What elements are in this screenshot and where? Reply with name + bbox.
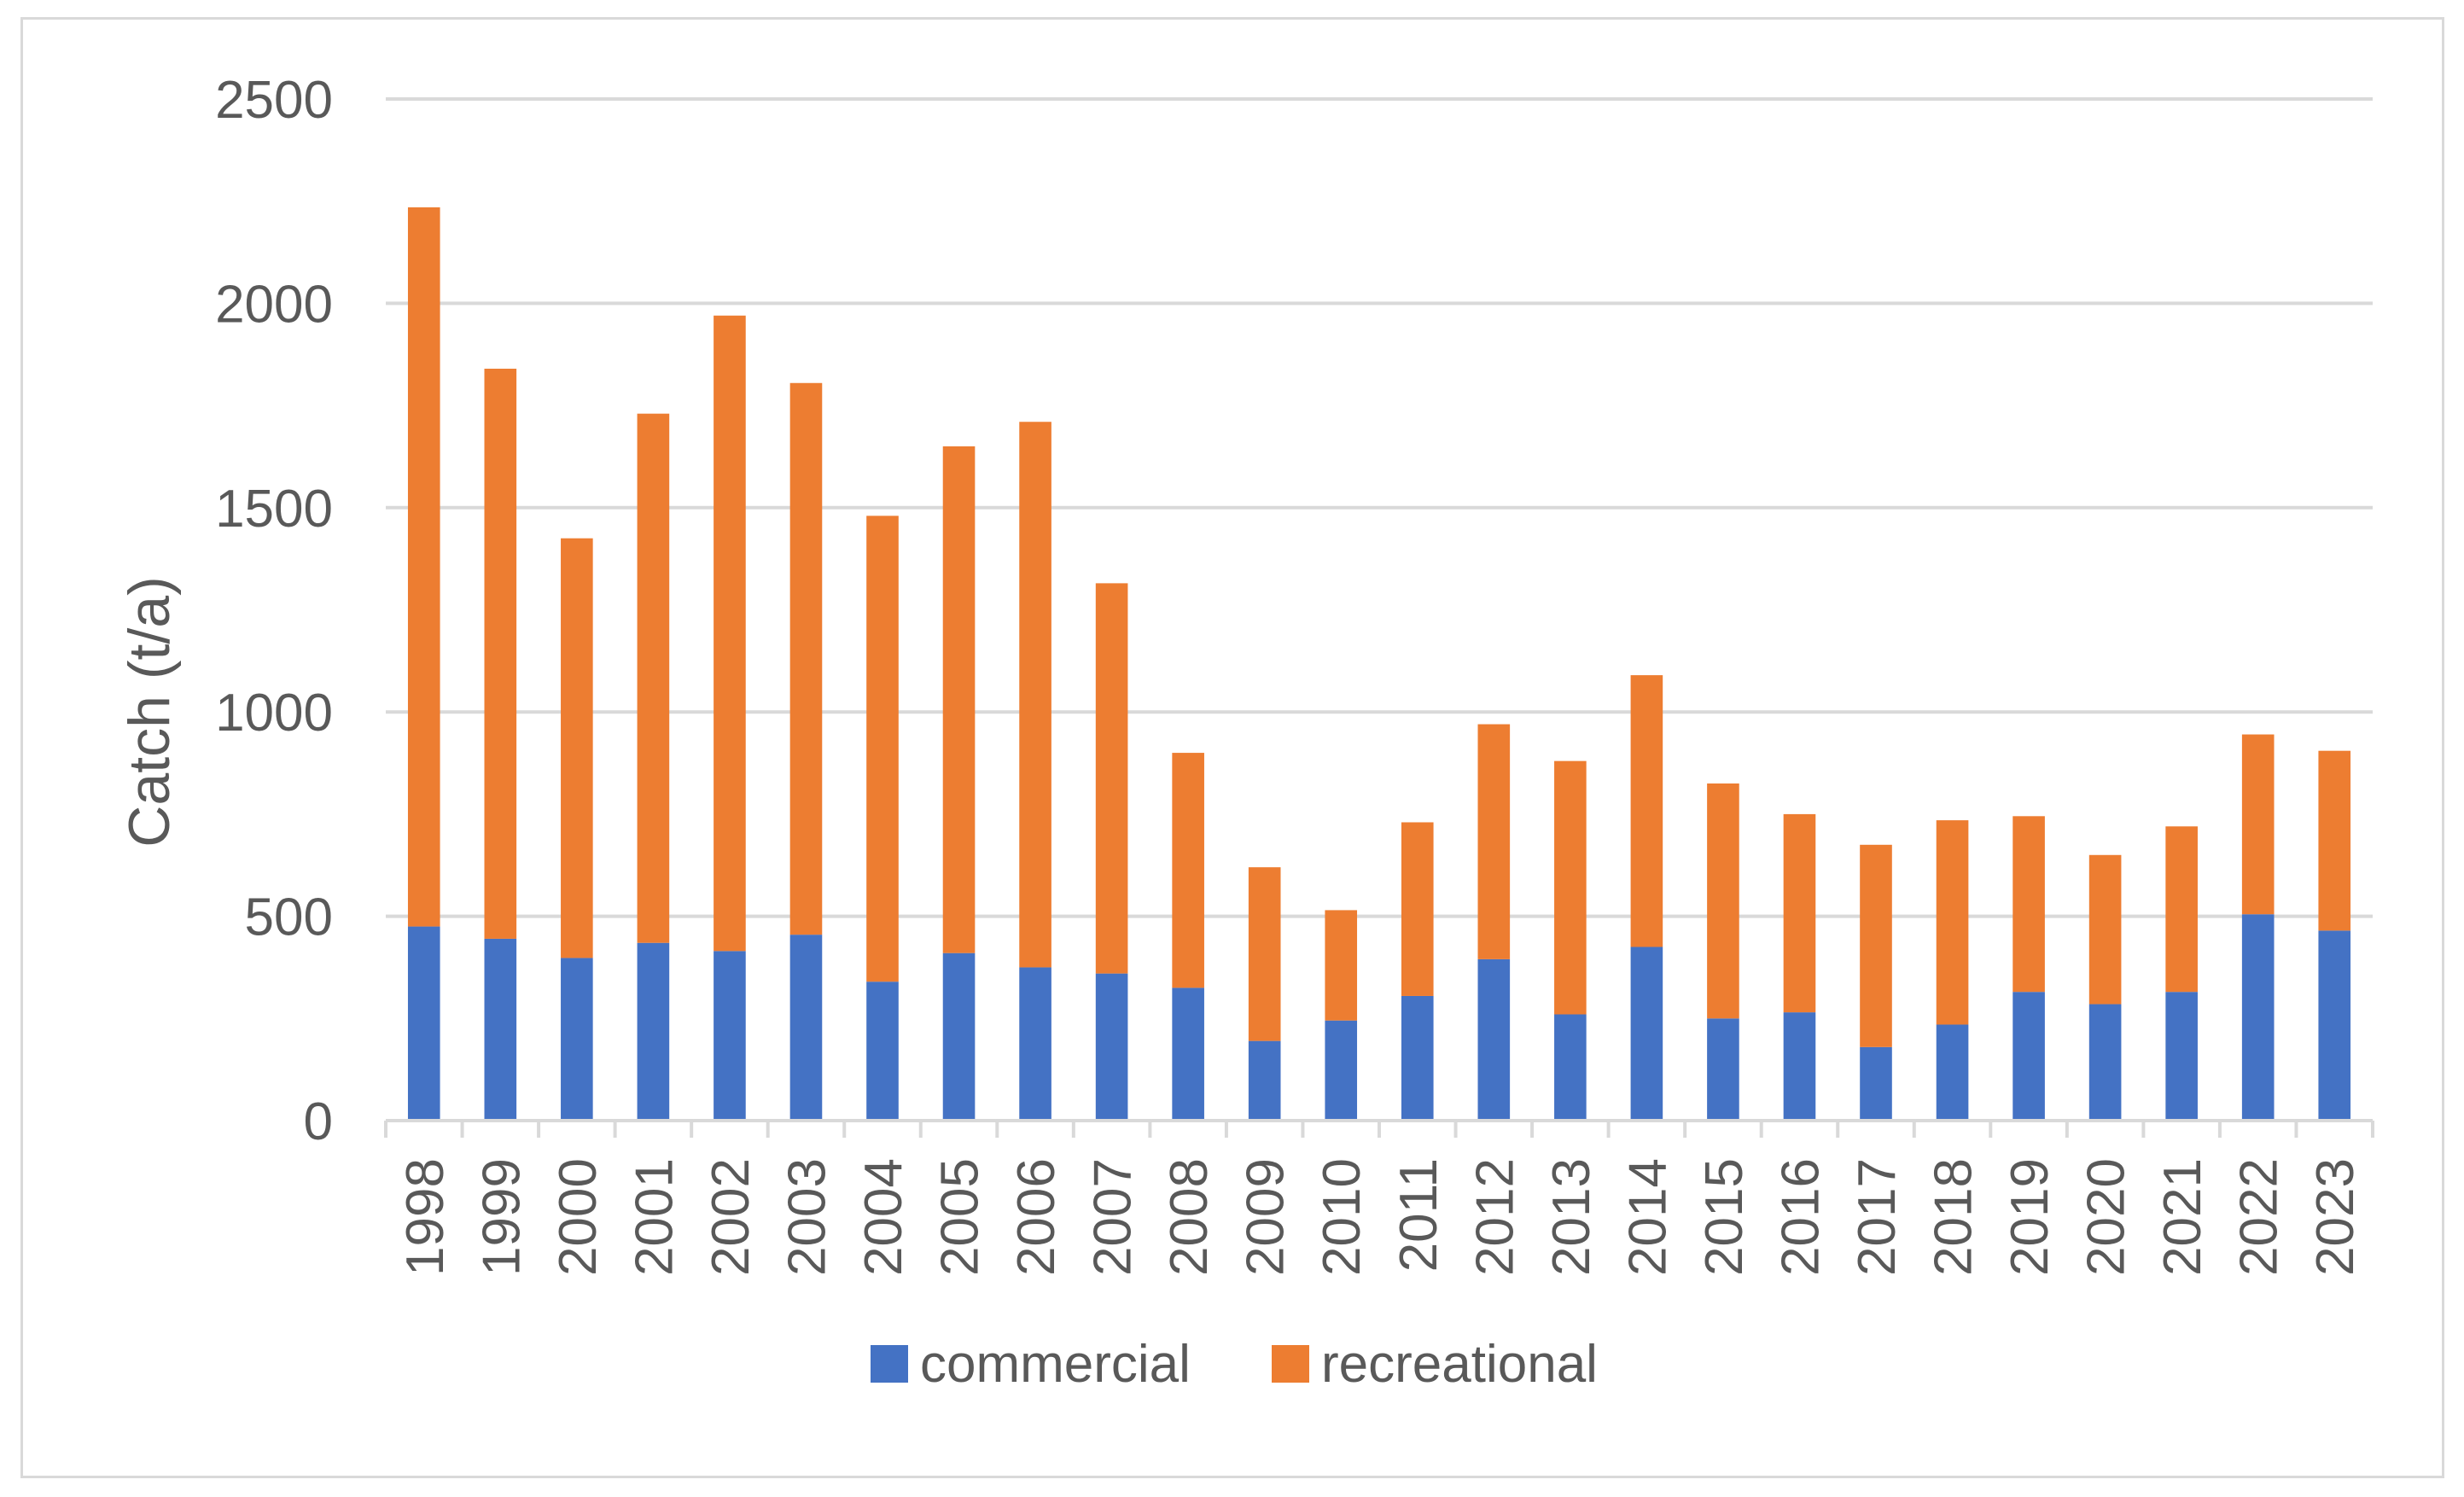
x-tick-label: 2019 bbox=[2001, 1158, 2059, 1276]
bar-recreational-2016 bbox=[1783, 813, 1816, 1013]
bar-commercial-2008 bbox=[1172, 987, 1204, 1121]
bar-recreational-2013 bbox=[1554, 760, 1587, 1015]
bar-commercial-2005 bbox=[942, 952, 976, 1121]
bar-recreational-2009 bbox=[1248, 867, 1281, 1041]
x-tick-label: 1999 bbox=[472, 1158, 531, 1276]
bar-recreational-2010 bbox=[1325, 910, 1358, 1021]
x-tick-label: 2022 bbox=[2230, 1158, 2289, 1276]
bar-recreational-2002 bbox=[714, 315, 746, 952]
bar-recreational-2022 bbox=[2241, 734, 2275, 915]
bar-commercial-2017 bbox=[1860, 1046, 1892, 1121]
bar-commercial-1998 bbox=[407, 926, 440, 1121]
bar-recreational-2021 bbox=[2165, 826, 2198, 993]
y-tick-label: 0 bbox=[304, 1092, 333, 1151]
y-tick-label: 1500 bbox=[215, 480, 333, 539]
x-tick-label: 2016 bbox=[1771, 1158, 1830, 1276]
bar-recreational-2017 bbox=[1860, 844, 1892, 1047]
x-tick-label: 2020 bbox=[2077, 1158, 2136, 1276]
x-tick-label: 2023 bbox=[2306, 1158, 2365, 1276]
bar-recreational-2003 bbox=[789, 382, 823, 935]
bar-recreational-2000 bbox=[561, 538, 593, 958]
legend-swatch-commercial bbox=[871, 1345, 908, 1383]
bar-recreational-2015 bbox=[1707, 783, 1739, 1019]
bar-commercial-2015 bbox=[1707, 1018, 1739, 1121]
bar-recreational-2018 bbox=[1936, 820, 1969, 1025]
bar-commercial-2023 bbox=[2318, 930, 2351, 1121]
bar-recreational-2011 bbox=[1401, 822, 1434, 996]
bar-commercial-2007 bbox=[1095, 973, 1128, 1121]
y-axis-title: Catch (t/a) bbox=[117, 576, 182, 847]
legend-label-commercial: commercial bbox=[920, 1335, 1191, 1394]
x-tick-label: 2008 bbox=[1160, 1158, 1219, 1276]
y-tick-label: 500 bbox=[245, 888, 333, 947]
x-tick-label: 2003 bbox=[778, 1158, 836, 1276]
x-tick-label: 2009 bbox=[1237, 1158, 1296, 1276]
x-tick-label: 2000 bbox=[549, 1158, 608, 1276]
bar-commercial-2013 bbox=[1554, 1014, 1587, 1121]
bar-commercial-2019 bbox=[2013, 992, 2045, 1121]
x-tick-label: 2014 bbox=[1618, 1158, 1677, 1276]
x-tick-label: 2021 bbox=[2153, 1158, 2212, 1276]
x-tick-label: 2005 bbox=[931, 1158, 990, 1276]
bar-commercial-2018 bbox=[1936, 1024, 1969, 1121]
x-tick-label: 2007 bbox=[1084, 1158, 1143, 1276]
x-tick-label: 2017 bbox=[1848, 1158, 1907, 1276]
bar-commercial-2010 bbox=[1325, 1020, 1358, 1121]
y-tick-labels: 0 500 1000 1500 2000 2500 bbox=[215, 71, 333, 1151]
bar-recreational-2014 bbox=[1630, 675, 1663, 947]
x-tick-label: 2006 bbox=[1007, 1158, 1066, 1276]
bar-commercial-2000 bbox=[561, 958, 593, 1121]
x-tick-label: 2012 bbox=[1465, 1158, 1524, 1276]
bar-commercial-2002 bbox=[714, 951, 746, 1121]
bar-commercial-2001 bbox=[637, 942, 670, 1121]
bar-commercial-2011 bbox=[1401, 995, 1434, 1121]
bar-commercial-1999 bbox=[484, 938, 517, 1121]
bar-commercial-2014 bbox=[1630, 947, 1663, 1121]
bar-recreational-2006 bbox=[1019, 422, 1051, 968]
x-tick-label: 2002 bbox=[702, 1158, 760, 1276]
x-tick-label: 2013 bbox=[1542, 1158, 1601, 1276]
bar-recreational-2019 bbox=[2013, 816, 2045, 993]
bar-recreational-2012 bbox=[1477, 724, 1511, 959]
bar-commercial-2003 bbox=[789, 935, 823, 1121]
x-tick-label: 2011 bbox=[1389, 1158, 1448, 1272]
gridlines bbox=[386, 97, 2373, 918]
bar-recreational-1999 bbox=[484, 369, 517, 939]
bar-commercial-2009 bbox=[1248, 1040, 1281, 1121]
x-tick-labels: 1998 1999 2000 2001 2002 2003 2004 2005 2006 2007… bbox=[396, 1158, 2365, 1276]
bar-recreational-2005 bbox=[942, 446, 976, 953]
legend-label-recreational: recreational bbox=[1321, 1335, 1598, 1394]
x-tick-label: 2001 bbox=[625, 1158, 684, 1276]
bar-recreational-2004 bbox=[866, 516, 899, 982]
bar-commercial-2006 bbox=[1019, 967, 1051, 1121]
bar-recreational-1998 bbox=[407, 207, 440, 927]
bar-commercial-2004 bbox=[866, 981, 899, 1121]
bar-commercial-2012 bbox=[1477, 958, 1511, 1121]
legend: commercial recreational bbox=[871, 1335, 1598, 1394]
x-tick-label: 1998 bbox=[396, 1158, 455, 1276]
x-tick-label: 2004 bbox=[854, 1158, 913, 1276]
bar-recreational-2008 bbox=[1172, 753, 1204, 988]
y-tick-label: 1000 bbox=[215, 684, 333, 743]
x-tick-label: 2010 bbox=[1313, 1158, 1372, 1276]
bar-commercial-2022 bbox=[2241, 914, 2275, 1121]
legend-swatch-recreational bbox=[1272, 1345, 1309, 1383]
bar-commercial-2016 bbox=[1783, 1012, 1816, 1121]
bar-recreational-2001 bbox=[637, 413, 670, 943]
bar-recreational-2020 bbox=[2088, 854, 2122, 1005]
axes bbox=[384, 1119, 2374, 1138]
bar-recreational-2023 bbox=[2318, 750, 2351, 931]
bar-commercial-2020 bbox=[2088, 1004, 2122, 1121]
bars bbox=[407, 207, 2351, 1121]
y-tick-label: 2500 bbox=[215, 71, 333, 130]
x-tick-label: 2015 bbox=[1695, 1158, 1754, 1276]
y-tick-label: 2000 bbox=[215, 275, 333, 334]
bar-commercial-2021 bbox=[2165, 992, 2198, 1121]
x-tick-label: 2018 bbox=[1925, 1158, 1983, 1276]
bar-recreational-2007 bbox=[1095, 583, 1128, 974]
